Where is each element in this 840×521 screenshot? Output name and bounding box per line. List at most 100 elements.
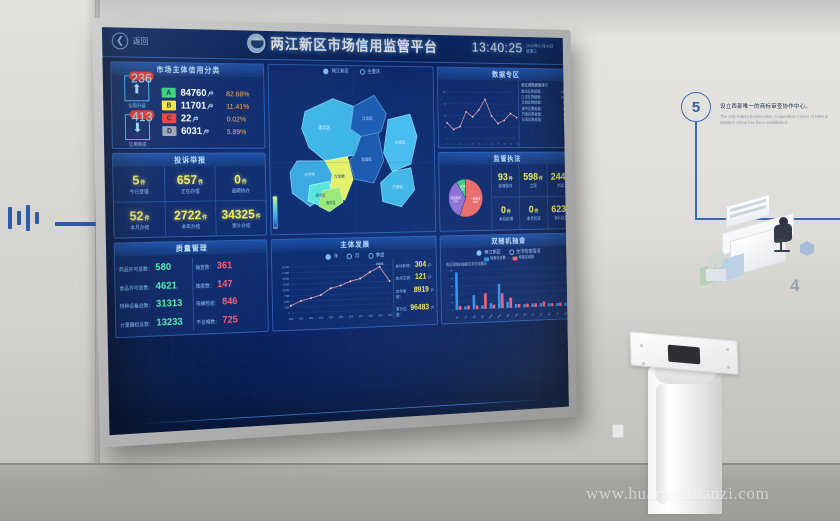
ranking-row-name: 长寿区数据量： (521, 117, 545, 122)
credit-grade-row[interactable]: C 22户 0.02% (161, 113, 261, 124)
map-tab[interactable]: 全重庆 (359, 68, 380, 75)
panel-credit-classification: 市场主体信用分类 ⬆ 236 信用升级 ⬇ 413 (110, 61, 266, 149)
quality-row: 食品许可总数： 4621 (119, 280, 189, 293)
map-label-region: 巴南区 (392, 183, 403, 189)
svg-text:0: 0 (288, 312, 290, 315)
development-stat-unit: 户 (427, 275, 432, 280)
clock: 13:40:25 2020年07月08日 星期三 (472, 39, 554, 56)
svg-text:2013: 2013 (319, 318, 324, 320)
development-stat-row: 累计总量： 96483 户 (396, 302, 434, 317)
svg-text:0: 0 (446, 139, 448, 141)
development-stat-unit: 户 (427, 262, 432, 268)
svg-text:渝北: 渝北 (455, 315, 460, 320)
enforcement-pie-chart: 一般程序 56% 简易程序 35% 其他 9% (439, 165, 492, 231)
complaint-stat-grid: 5件 今日受理 657件 正在办理 0件 逾期协办 52件 本月办结 2722件 本年办结 3432… (113, 165, 266, 238)
credit-arrow-group: ⬆ 236 信用升级 ⬇ 413 信用降级 (112, 70, 163, 148)
svg-text:巴南: 巴南 (514, 312, 519, 317)
iso-cube (800, 241, 814, 256)
bar-chart-svg: 0 20 40 60 80 100 渝北 江北 北碚 渝中 沙坪坝 九龙坡 南岸 巴南 长寿 合川 永川 綦江大… (450, 260, 569, 320)
enforcement-stat-label: 新增案件 (498, 183, 513, 189)
credit-grade-percent: 11.41% (226, 101, 250, 111)
svg-text:40: 40 (451, 294, 454, 296)
svg-text:2010: 2010 (289, 319, 294, 321)
back-button[interactable]: ❮ 返回 (111, 32, 149, 50)
development-stat-value: 121 (414, 272, 427, 282)
development-chart-svg: 0 2,500 5,000 7,500 10,000 12,500 15,000 17,500… (282, 262, 393, 321)
enforcement-stat-label: 本月结案 (526, 215, 541, 221)
ranking-row: 长寿区数据量： 5,204 (522, 117, 569, 123)
svg-text:19006: 19006 (376, 262, 384, 266)
svg-text:北碚: 北碚 (472, 314, 477, 319)
svg-text:渝中: 渝中 (480, 314, 485, 319)
panel-random-inspection: 双随机抽查 两江新区 全市检查情况 抽查任务数 检查完成数 各区双随机抽查任务完成情… (439, 232, 569, 325)
credit-grade-value: 84760户 (180, 87, 214, 99)
svg-text:25: 25 (444, 127, 447, 129)
credit-grade-tag: B (161, 100, 177, 111)
svg-text:20,000: 20,000 (282, 266, 289, 269)
development-tab[interactable]: 年 (325, 253, 338, 260)
credit-grade-row[interactable]: B 11701户 11.41% (161, 100, 261, 111)
data-zone-line-chart: 0 25 50 75 100 1 2 3 4 5 6 7 8 9 10 11 12 (438, 80, 519, 148)
development-stat-value: 304 (414, 260, 427, 269)
svg-text:永川: 永川 (539, 311, 544, 316)
ranking-row-value: 5,204 (563, 117, 569, 122)
panel-quality-management: 质量管理 药品许可总数： 580 食品许可总数： 4621 特种设备总数： 31313 计量… (113, 239, 269, 339)
complaint-stat-label: 本年办结 (181, 223, 201, 231)
svg-text:2011: 2011 (299, 318, 304, 320)
svg-text:7: 7 (485, 143, 486, 145)
development-tab[interactable]: 月 (347, 252, 359, 259)
complaint-stat-value: 0件 (234, 171, 247, 187)
enforcement-stat-value: 0件 (500, 204, 511, 216)
svg-text:15,000: 15,000 (282, 278, 289, 281)
complaint-stat-label: 逾期协办 (231, 188, 250, 195)
random-inspection-tab[interactable]: 两江新区 (476, 249, 501, 256)
quality-value: 147 (217, 278, 233, 290)
left-wall (0, 0, 96, 521)
region-map[interactable]: 渝北区 江北区 北碚区 长寿区 巴南区 沙坪坝 九龙坡 渝中区 南岸区 (269, 72, 436, 234)
development-stat-label: 本年新增： (395, 288, 407, 299)
credit-grade-row[interactable]: D 6031户 5.89% (162, 126, 261, 137)
ranking-title: 各区域数据量排行 (521, 82, 549, 88)
arrow-down-icon: ⬇ 413 (124, 109, 155, 140)
enforcement-stat-label: 累计结案 (554, 215, 569, 221)
credit-downgrade-button[interactable]: ⬇ 413 信用降级 (124, 109, 155, 148)
development-stat-row: 本年新增： 8919 户 (396, 285, 434, 300)
map-label-region: 长寿区 (395, 139, 406, 145)
svg-text:56%: 56% (473, 200, 478, 204)
random-inspection-tab[interactable]: 全市检查情况 (508, 248, 540, 255)
enforcement-stat-value: 623件 (551, 203, 569, 215)
credit-grade-list: A 84760户 82.68% B 11701户 11.41% C 22户 0.02% D 6031… (161, 76, 264, 148)
panel-map[interactable]: 两江新区 全重庆 渝北区 江北区 北碚区 长寿区 巴南区 沙坪坝 九龙坡 (267, 63, 437, 236)
credit-upgrade-button[interactable]: ⬆ 236 信用升级 (124, 70, 154, 109)
svg-text:2012: 2012 (309, 318, 314, 320)
svg-text:10,000: 10,000 (283, 289, 290, 292)
svg-text:11: 11 (510, 143, 512, 145)
development-stat-row: 本月注销： 121 户 (395, 272, 433, 282)
quality-divider (191, 257, 194, 332)
quality-label: 计量器检总数： (119, 321, 154, 330)
development-tab[interactable]: 季度 (367, 252, 384, 259)
quality-value: 31313 (155, 298, 183, 311)
map-tab[interactable]: 两江新区 (323, 68, 349, 75)
credit-grade-row[interactable]: A 84760户 82.68% (161, 87, 261, 99)
svg-text:20: 20 (451, 302, 454, 304)
map-region-nanan (319, 187, 344, 212)
clock-time: 13:40:25 (471, 39, 523, 57)
complaint-stat-label: 本月办结 (130, 224, 150, 232)
iso-person-head (779, 217, 788, 226)
map-label-region: 九龙坡 (334, 173, 345, 179)
complaint-stat-cell: 34325件 累计办结 (216, 200, 266, 235)
quality-value: 4621 (155, 280, 177, 292)
svg-text:35%: 35% (453, 199, 458, 203)
credit-grade-tag: A (161, 87, 176, 98)
map-region-jiangbei (350, 95, 387, 140)
credit-downgrade-label: 信用降级 (128, 141, 147, 147)
svg-text:合川: 合川 (530, 312, 535, 317)
enforcement-stat-grid: 93件 新增案件 598件 立案 244件 结案 0件 本月新增 0件 本月结案 623件 累计结案 (490, 164, 569, 230)
enforcement-stat-cell: 0件 本月结案 (519, 196, 548, 230)
radio-dot-icon (367, 252, 374, 259)
development-stats: 本月新增： 304 户本月注销： 121 户本年新增： 8919 户累计总量： 96483 户 (392, 257, 435, 320)
iso-chair (774, 239, 794, 255)
quality-label: 特种设备总数： (119, 303, 154, 311)
svg-text:简易程序: 简易程序 (451, 195, 462, 200)
